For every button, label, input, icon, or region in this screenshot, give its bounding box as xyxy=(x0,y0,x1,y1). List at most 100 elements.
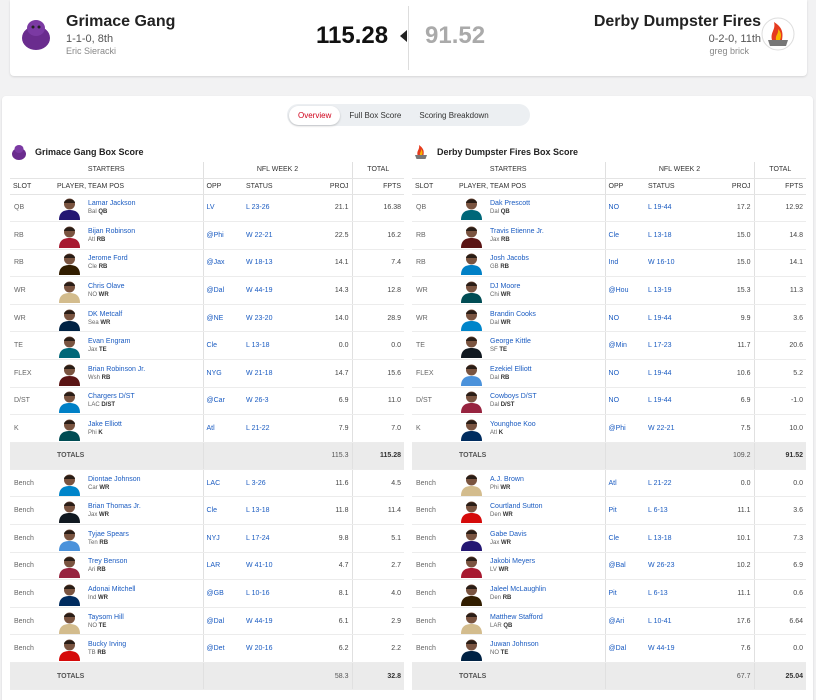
player-name-link[interactable]: Brian Robinson Jr. xyxy=(88,365,146,373)
opponent-link[interactable]: Cle xyxy=(202,496,244,526)
player-name-link[interactable]: Adonai Mitchell xyxy=(88,586,136,594)
fantasy-points[interactable]: 12.92 xyxy=(753,194,807,223)
player-row[interactable]: RB Bijan Robinson Atl RB @Phi W 22-21 22.5 16.… xyxy=(10,221,405,250)
tab-overview[interactable]: Overview xyxy=(289,105,341,125)
game-status-link[interactable]: W 44-19 xyxy=(243,607,314,636)
player-row[interactable]: Bench Tyjae Spears Ten RB NYJ L 17-24 9.8 5.1 xyxy=(10,524,405,553)
fantasy-points[interactable]: 16.38 xyxy=(351,194,405,223)
away-team-name[interactable]: Derby Dumpster Fires xyxy=(593,13,761,30)
fantasy-points[interactable]: 11.0 xyxy=(351,387,405,416)
fantasy-points[interactable]: 6.64 xyxy=(753,607,807,636)
opponent-link[interactable]: @Dal xyxy=(604,634,646,663)
player-name-link[interactable]: DJ Moore xyxy=(490,283,521,291)
game-status-link[interactable]: L 19-44 xyxy=(645,359,716,388)
opponent-link[interactable]: LV xyxy=(202,194,244,223)
game-status-link[interactable]: L 19-44 xyxy=(645,194,716,223)
player-row[interactable]: D/ST Chargers D/ST LAC D/ST @Car W 26-3 6.9 11… xyxy=(10,387,405,416)
tab-scoring-breakdown[interactable]: Scoring Breakdown xyxy=(419,110,489,120)
game-status-link[interactable]: W 22-21 xyxy=(645,414,716,443)
fantasy-points[interactable]: 20.6 xyxy=(753,331,807,361)
player-row[interactable]: WR DK Metcalf Sea WR @NE W 23-20 14.0 28.9 xyxy=(10,304,405,333)
player-name-link[interactable]: Brian Thomas Jr. xyxy=(88,503,141,511)
fantasy-points[interactable]: 14.1 xyxy=(753,249,807,278)
opponent-link[interactable]: Ind xyxy=(604,249,646,278)
fantasy-points[interactable]: 4.5 xyxy=(351,469,405,498)
opponent-link[interactable]: @Hou xyxy=(604,276,646,305)
fantasy-points[interactable]: 14.8 xyxy=(753,221,807,250)
game-status-link[interactable]: L 19-44 xyxy=(645,387,716,416)
player-name-link[interactable]: Diontae Johnson xyxy=(88,475,141,483)
fantasy-points[interactable]: 0.0 xyxy=(351,331,405,361)
game-status-link[interactable]: L 13-19 xyxy=(645,276,716,305)
player-name-link[interactable]: Matthew Stafford xyxy=(490,613,543,621)
game-status-link[interactable]: W 23-20 xyxy=(243,304,314,333)
player-row[interactable]: Bench Matthew Stafford LAR QB @Ari L 10-41 17… xyxy=(412,607,807,636)
player-row[interactable]: QB Lamar Jackson Bal QB LV L 23-26 21.1 16.38 xyxy=(10,194,405,223)
player-row[interactable]: Bench Juwan Johnson NO TE @Dal W 44-19 7.6 0.0 xyxy=(412,634,807,663)
player-row[interactable]: QB Dak Prescott Dal QB NO L 19-44 17.2 12.92 xyxy=(412,194,807,223)
player-row[interactable]: WR Brandin Cooks Dal WR NO L 19-44 9.9 3.6 xyxy=(412,304,807,333)
fantasy-points[interactable]: 0.0 xyxy=(753,469,807,498)
game-status-link[interactable]: W 26-23 xyxy=(645,552,716,581)
player-row[interactable]: FLEX Brian Robinson Jr. Wsh RB NYG W 21-18 14… xyxy=(10,359,405,388)
player-name-link[interactable]: Travis Etienne Jr. xyxy=(490,227,544,235)
player-name-link[interactable]: A.J. Brown xyxy=(490,475,524,483)
dumpster-fire-team-logo[interactable] xyxy=(760,16,796,52)
player-row[interactable]: D/ST Cowboys D/ST Dal D/ST NO L 19-44 6.9 -1.0 xyxy=(412,387,807,416)
opponent-link[interactable]: @Dal xyxy=(202,607,244,636)
game-status-link[interactable]: W 41-10 xyxy=(243,552,314,581)
game-status-link[interactable]: L 23-26 xyxy=(243,194,314,223)
fantasy-points[interactable]: 7.3 xyxy=(753,524,807,553)
opponent-link[interactable]: NO xyxy=(604,359,646,388)
player-name-link[interactable]: Juwan Johnson xyxy=(490,641,539,649)
fantasy-points[interactable]: 2.7 xyxy=(351,552,405,581)
player-name-link[interactable]: Courtland Sutton xyxy=(490,503,543,511)
game-status-link[interactable]: L 21-22 xyxy=(645,469,716,498)
opponent-link[interactable]: Atl xyxy=(604,469,646,498)
tab-full-box-score[interactable]: Full Box Score xyxy=(349,110,402,120)
player-name-link[interactable]: Evan Engram xyxy=(88,338,131,346)
game-status-link[interactable]: L 13-18 xyxy=(645,221,716,250)
player-row[interactable]: RB Jerome Ford Cle RB @Jax W 18-13 14.1 7.4 xyxy=(10,249,405,278)
opponent-link[interactable]: @Phi xyxy=(604,414,646,443)
player-name-link[interactable]: Trey Benson xyxy=(88,558,128,566)
opponent-link[interactable]: @Bal xyxy=(604,552,646,581)
player-row[interactable]: Bench Gabe Davis Jax WR Cle L 13-18 10.1 7.3 xyxy=(412,524,807,553)
opponent-link[interactable]: Pit xyxy=(604,496,646,526)
fantasy-points[interactable]: 2.9 xyxy=(351,607,405,636)
game-status-link[interactable]: L 13-18 xyxy=(645,524,716,553)
game-status-link[interactable]: W 44-19 xyxy=(243,276,314,305)
player-name-link[interactable]: Cowboys D/ST xyxy=(490,393,537,401)
player-name-link[interactable]: Chargers D/ST xyxy=(88,393,135,401)
fantasy-points[interactable]: 11.3 xyxy=(753,276,807,305)
grimace-team-logo[interactable] xyxy=(18,16,54,52)
fantasy-points[interactable]: -1.0 xyxy=(753,387,807,416)
game-status-link[interactable]: L 10-41 xyxy=(645,607,716,636)
fantasy-points[interactable]: 0.6 xyxy=(753,579,807,608)
opponent-link[interactable]: @Ari xyxy=(604,607,646,636)
player-row[interactable]: FLEX Ezekiel Elliott Dal RB NO L 19-44 10.6 5.… xyxy=(412,359,807,388)
fantasy-points[interactable]: 5.2 xyxy=(753,359,807,388)
game-status-link[interactable]: L 13-18 xyxy=(243,331,314,361)
fantasy-points[interactable]: 7.4 xyxy=(351,249,405,278)
opponent-link[interactable]: Cle xyxy=(202,331,244,361)
fantasy-points[interactable]: 3.6 xyxy=(753,304,807,333)
home-team-owner[interactable]: Eric Sieracki xyxy=(66,46,117,56)
fantasy-points[interactable]: 7.0 xyxy=(351,414,405,443)
player-name-link[interactable]: Bijan Robinson xyxy=(88,227,136,235)
player-name-link[interactable]: Dak Prescott xyxy=(490,200,531,208)
opponent-link[interactable]: @NE xyxy=(202,304,244,333)
player-row[interactable]: RB Travis Etienne Jr. Jax RB Cle L 13-18 15.0… xyxy=(412,221,807,250)
player-name-link[interactable]: Bucky Irving xyxy=(88,641,127,649)
player-name-link[interactable]: Younghoe Koo xyxy=(490,421,536,429)
game-status-link[interactable]: L 6-13 xyxy=(645,496,716,526)
player-name-link[interactable]: Brandin Cooks xyxy=(490,310,536,318)
player-row[interactable]: Bench Courtland Sutton Den WR Pit L 6-13 11.1… xyxy=(412,496,807,526)
fantasy-points[interactable]: 11.4 xyxy=(351,496,405,526)
opponent-link[interactable]: NO xyxy=(604,304,646,333)
player-name-link[interactable]: Chris Olave xyxy=(88,283,125,291)
player-name-link[interactable]: Taysom Hill xyxy=(88,613,124,621)
game-status-link[interactable]: L 21-22 xyxy=(243,414,314,443)
player-row[interactable]: Bench Diontae Johnson Car WR LAC L 3-26 11.6 4… xyxy=(10,469,405,498)
fantasy-points[interactable]: 15.6 xyxy=(351,359,405,388)
